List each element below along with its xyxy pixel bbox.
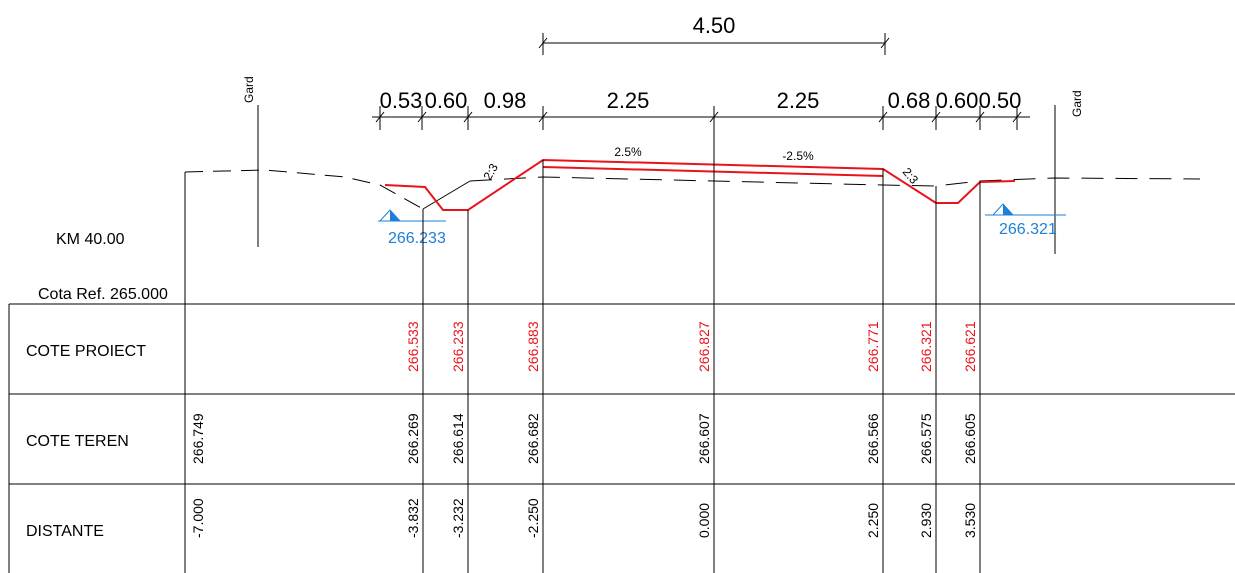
cote-teren-value: 266.269 [405,413,421,464]
segment-dim-3: 0.98 [484,88,527,113]
cote-proiect-value: 266.621 [962,321,978,372]
water-marker-left [378,209,446,222]
segment-dimension-line [372,106,1030,130]
distante-value: 2.930 [918,503,934,538]
distante-value: -3.832 [405,498,421,538]
cote-teren-value: 266.575 [918,413,934,464]
cote-teren-value: 266.605 [962,413,978,464]
terrain-line [184,169,1201,210]
row-header-cote-teren: COTE TEREN [26,433,129,450]
segment-dim-2: 0.60 [425,88,468,113]
segment-dim-7: 0.60 [936,88,979,113]
water-level-left: 266.233 [388,230,446,247]
design-profile [384,158,1016,211]
cote-proiect-value: 266.233 [450,321,466,372]
segment-dim-8: 0.50 [979,88,1022,113]
station-label: KM 40.00 [56,231,125,248]
segment-dim-4: 2.25 [607,88,650,113]
slope-right-label: 2:3 [900,165,922,187]
cote-proiect-value: 266.533 [405,321,421,372]
cote-proiect-value: 266.321 [918,321,934,372]
cote-proiect-value: 266.883 [525,321,541,372]
distante-value: -3.232 [450,498,466,538]
data-table-grid [8,120,1235,573]
row-header-cote-proiect: COTE PROIECT [26,343,146,360]
segment-dim-6: 0.68 [888,88,931,113]
water-marker-right [985,203,1066,216]
water-level-right: 266.321 [999,221,1057,238]
segment-dim-1: 0.53 [380,88,423,113]
cote-teren-value: 266.749 [190,413,206,464]
reference-label: Cota Ref. 265.000 [38,286,168,303]
grade-right-label: -2.5% [782,149,814,163]
distante-value: -7.000 [190,498,206,538]
distante-value: 0.000 [696,503,712,538]
top-dimension [538,33,890,55]
cote-teren-values: 266.749 266.269 266.614 266.682 266.607 … [190,413,978,464]
cote-teren-value: 266.682 [525,413,541,464]
segment-dim-5: 2.25 [777,88,820,113]
cote-proiect-value: 266.827 [696,321,712,372]
distante-value: 2.250 [865,503,881,538]
cote-teren-value: 266.566 [865,413,881,464]
cote-teren-value: 266.614 [450,413,466,464]
cote-teren-value: 266.607 [696,413,712,464]
distante-value: 3.530 [962,503,978,538]
top-dimension-label: 4.50 [693,13,736,38]
distante-value: -2.250 [525,498,541,538]
distante-values: -7.000 -3.832 -3.232 -2.250 0.000 2.250 … [190,498,978,538]
cote-proiect-values: 266.533 266.233 266.883 266.827 266.771 … [405,321,978,372]
row-header-distante: DISTANTE [26,523,104,540]
cote-proiect-value: 266.771 [865,321,881,372]
fence-right-label: Gard [1070,90,1084,117]
slope-left-label: 2:3 [480,161,501,183]
grade-left-label: 2.5% [614,145,642,159]
fence-left-label: Gard [242,76,256,103]
